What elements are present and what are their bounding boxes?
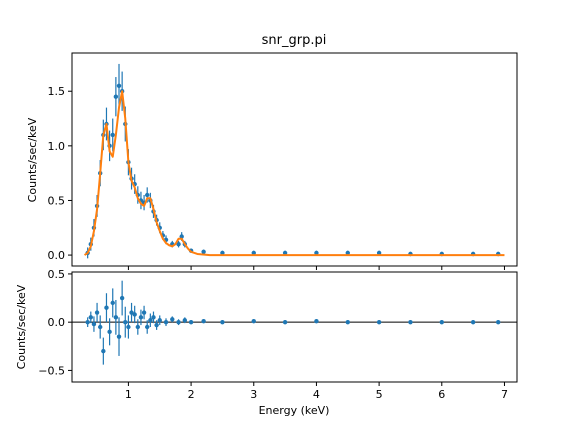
data-point <box>376 250 382 256</box>
x-tick-label: 5 <box>376 388 383 401</box>
data-point <box>314 250 319 256</box>
data-point <box>201 319 206 324</box>
data-point <box>119 295 125 301</box>
x-axis-label: Energy (keV) <box>259 404 330 417</box>
data-point <box>94 310 100 315</box>
data-point <box>251 319 256 324</box>
data-point <box>251 250 256 256</box>
data-point <box>314 319 319 324</box>
data-point <box>145 192 150 198</box>
data-point <box>470 319 476 325</box>
data-point <box>495 319 501 325</box>
residuals-y-axis-label: Counts/sec/keV <box>15 284 28 369</box>
y-tick-label: 0.0 <box>48 316 66 329</box>
data-point <box>376 319 382 325</box>
data-point <box>145 324 150 330</box>
x-tick-label: 7 <box>501 388 508 401</box>
data-point <box>220 250 225 256</box>
data-point <box>170 317 175 322</box>
data-point <box>107 329 112 335</box>
data-point <box>113 315 119 320</box>
data-point <box>123 319 128 325</box>
y-tick-label: 1.5 <box>48 85 66 98</box>
spectrum-ticks: 0.0 0.5 1.0 1.5 <box>48 85 505 270</box>
chart-title: snr_grp.pi <box>262 33 327 48</box>
spectrum-axes-frame <box>71 52 518 267</box>
data-point <box>148 318 153 323</box>
residuals-axes-frame <box>71 271 518 383</box>
x-tick-label: 4 <box>313 388 320 401</box>
data-point <box>179 234 184 239</box>
data-point <box>132 312 137 317</box>
x-tick-label: 3 <box>250 388 257 401</box>
x-tick-label: 2 <box>188 388 195 401</box>
y-tick-label: 0.0 <box>48 249 66 262</box>
data-point <box>98 324 103 330</box>
data-point <box>110 300 115 306</box>
data-point <box>345 250 350 256</box>
data-point <box>345 319 350 325</box>
residuals-ticks: 1 2 3 4 5 6 7 −0.5 0.0 0.5 <box>38 268 508 401</box>
data-point <box>116 83 122 88</box>
data-point <box>141 310 147 315</box>
data-point <box>439 319 444 325</box>
data-point <box>138 315 144 320</box>
data-point <box>182 318 188 323</box>
data-point <box>201 249 206 254</box>
data-point <box>282 250 288 256</box>
data-point <box>176 241 181 247</box>
data-point <box>91 321 97 327</box>
data-point <box>110 132 115 138</box>
data-point <box>151 315 156 320</box>
data-point <box>101 348 106 354</box>
y-tick-label: 0.5 <box>48 194 66 207</box>
data-point <box>113 94 119 99</box>
data-point <box>157 318 162 323</box>
spectrum-y-axis-label: Counts/sec/keV <box>26 117 39 202</box>
residuals-panel: 1 2 3 4 5 6 7 −0.5 0.0 0.5 Counts/sec/keV Energy … <box>15 268 518 417</box>
data-point <box>282 319 288 325</box>
data-point <box>408 319 413 325</box>
data-point <box>88 315 94 320</box>
spectrum-panel: 0.0 0.5 1.0 1.5 Counts/sec/keV <box>26 52 518 270</box>
data-point <box>104 305 109 310</box>
residuals-plot-area <box>72 280 517 365</box>
y-tick-label: 1.0 <box>48 140 66 153</box>
model-line <box>83 90 505 257</box>
data-point <box>154 322 159 328</box>
data-point <box>135 324 141 330</box>
x-tick-label: 1 <box>125 388 132 401</box>
data-point <box>85 319 90 325</box>
data-point <box>220 319 225 325</box>
y-tick-label: −0.5 <box>38 364 65 377</box>
data-point <box>126 324 131 330</box>
data-point <box>188 319 194 325</box>
spectrum-plot-area <box>83 63 505 259</box>
data-point <box>163 319 169 325</box>
x-tick-label: 6 <box>438 388 445 401</box>
data-point <box>176 319 181 325</box>
y-tick-label: 0.5 <box>48 268 66 281</box>
data-point <box>116 334 122 339</box>
